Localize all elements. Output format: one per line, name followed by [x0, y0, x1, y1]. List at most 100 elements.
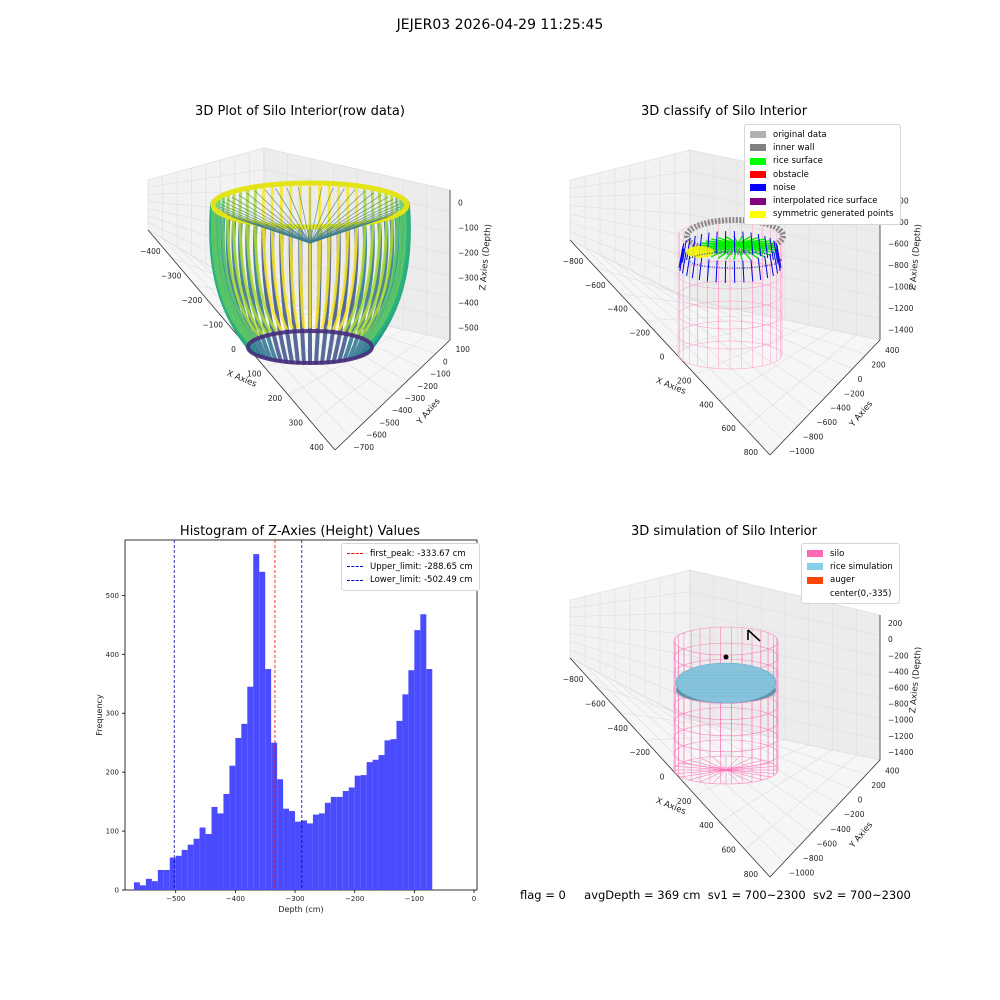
- plot3-legend: first_peak: -333.67 cm Upper_limit: -288…: [341, 543, 480, 591]
- x-tick-label: 400: [699, 821, 714, 830]
- legend-swatch: [807, 576, 823, 584]
- rice-surface-points: [737, 235, 743, 245]
- histogram-bar: [217, 813, 224, 890]
- status-line: flag = 0 avgDepth = 369 cm sv1 = 700~230…: [520, 888, 911, 902]
- silo-ring: [673, 707, 779, 736]
- histogram-bar: [372, 759, 379, 890]
- y-tick-label: −600: [816, 839, 837, 848]
- y-tick-label: 400: [885, 766, 900, 775]
- radial-spoke: [309, 201, 398, 244]
- grid-line: [569, 205, 691, 215]
- status-sv2: sv2 = 700~2300: [812, 888, 911, 902]
- histogram-bar: [181, 849, 188, 890]
- noise-points: [773, 240, 779, 263]
- x-tick-label: −200: [345, 895, 364, 903]
- silo-spoke: [725, 769, 772, 778]
- legend-swatch: [750, 131, 766, 139]
- noise-points: [769, 253, 774, 276]
- z-tick-label: −1200: [888, 732, 914, 741]
- y-tick-label: 0: [858, 375, 863, 384]
- histogram-bar: [229, 765, 236, 890]
- grid-line: [569, 591, 691, 609]
- x-tick-label: 200: [268, 394, 283, 403]
- noise-points: [686, 253, 691, 276]
- rice-surface-points: [737, 243, 743, 261]
- status-sv1: sv1 = 700~2300: [707, 888, 806, 902]
- figure-title: JEJER03 2026-04-29 11:25:45: [396, 17, 604, 33]
- grid-line: [311, 334, 427, 423]
- legend-swatch: [807, 590, 823, 597]
- legend-line: [347, 553, 363, 555]
- silo-ring: [677, 300, 783, 330]
- silo-spoke: [725, 769, 753, 783]
- noise-points: [691, 256, 696, 279]
- x-tick-label: 300: [289, 418, 304, 427]
- legend-item: inner wall: [750, 141, 894, 154]
- y-tick-label: −600: [366, 431, 387, 440]
- x-tick-label: −500: [166, 895, 185, 903]
- grid-line: [147, 222, 265, 277]
- legend-item: auger: [807, 574, 893, 587]
- legend-item: interpolated rice surface: [750, 194, 894, 207]
- histogram-bar: [271, 742, 278, 890]
- x-tick-label: 600: [722, 424, 737, 433]
- silo-spoke: [680, 762, 727, 771]
- legend-label: interpolated rice surface: [773, 196, 878, 207]
- noise-points: [769, 238, 774, 261]
- histogram-bar: [169, 857, 176, 890]
- silo-spoke: [689, 769, 727, 781]
- grid-line: [689, 655, 881, 699]
- silo-spoke: [725, 766, 777, 771]
- radial-spoke: [222, 201, 311, 244]
- noise-points: [681, 240, 687, 263]
- scan-line: [245, 186, 273, 333]
- y-tick-label: −100: [430, 370, 451, 379]
- silo-spoke: [675, 769, 727, 774]
- radial-spoke: [309, 187, 334, 244]
- grid-line: [689, 633, 881, 678]
- legend-label: obstacle: [773, 169, 809, 180]
- radial-spoke: [309, 196, 389, 244]
- x-tick-label: −400: [607, 305, 628, 314]
- grid-line: [689, 256, 881, 298]
- legend-item: original data: [750, 128, 894, 141]
- radial-spoke: [309, 192, 374, 244]
- plot4-title: 3D simulation of Silo Interior: [631, 524, 817, 539]
- legend-label: inner wall: [773, 142, 815, 153]
- z-tick-label: −200: [458, 249, 479, 258]
- grid-line: [147, 169, 265, 188]
- y-tick-label: 300: [106, 710, 119, 718]
- noise-points: [706, 259, 710, 282]
- grid-line: [719, 329, 833, 402]
- histogram-bar: [175, 855, 182, 890]
- status-flag: flag = 0: [520, 888, 566, 902]
- z-tick-label: 0: [888, 635, 893, 644]
- x-tick-label: −800: [563, 257, 584, 266]
- x-tick-label: 0: [231, 345, 236, 354]
- y-tick-label: 200: [871, 361, 886, 370]
- z-tick-label: −1000: [888, 282, 914, 291]
- legend-swatch: [807, 563, 823, 571]
- y-tick-label: 400: [106, 651, 119, 659]
- y-tick-label: −300: [405, 394, 426, 403]
- histogram-bar: [265, 669, 272, 890]
- y-tick-label: −400: [830, 825, 851, 834]
- noise-points: [698, 257, 703, 281]
- silo-spoke: [712, 756, 727, 771]
- grid-line: [744, 754, 857, 850]
- grid-line: [569, 632, 691, 657]
- legend-item: rice surface: [750, 155, 894, 168]
- x-tick-label: 0: [472, 895, 476, 903]
- plot2-legend: original data inner wall rice surface ob…: [744, 124, 901, 226]
- y-axis-label: Y Axies: [847, 399, 875, 430]
- x-tick-label: 800: [744, 448, 759, 457]
- grid-line: [569, 231, 691, 279]
- radial-spoke: [309, 190, 366, 244]
- silo-spoke: [712, 769, 727, 784]
- histogram-bar: [336, 796, 343, 890]
- x-tick-label: −200: [629, 329, 650, 338]
- legend-label: silo: [830, 548, 845, 559]
- histogram-bar: [390, 739, 397, 890]
- histogram-bar: [426, 669, 433, 890]
- legend-item: silo: [807, 547, 893, 560]
